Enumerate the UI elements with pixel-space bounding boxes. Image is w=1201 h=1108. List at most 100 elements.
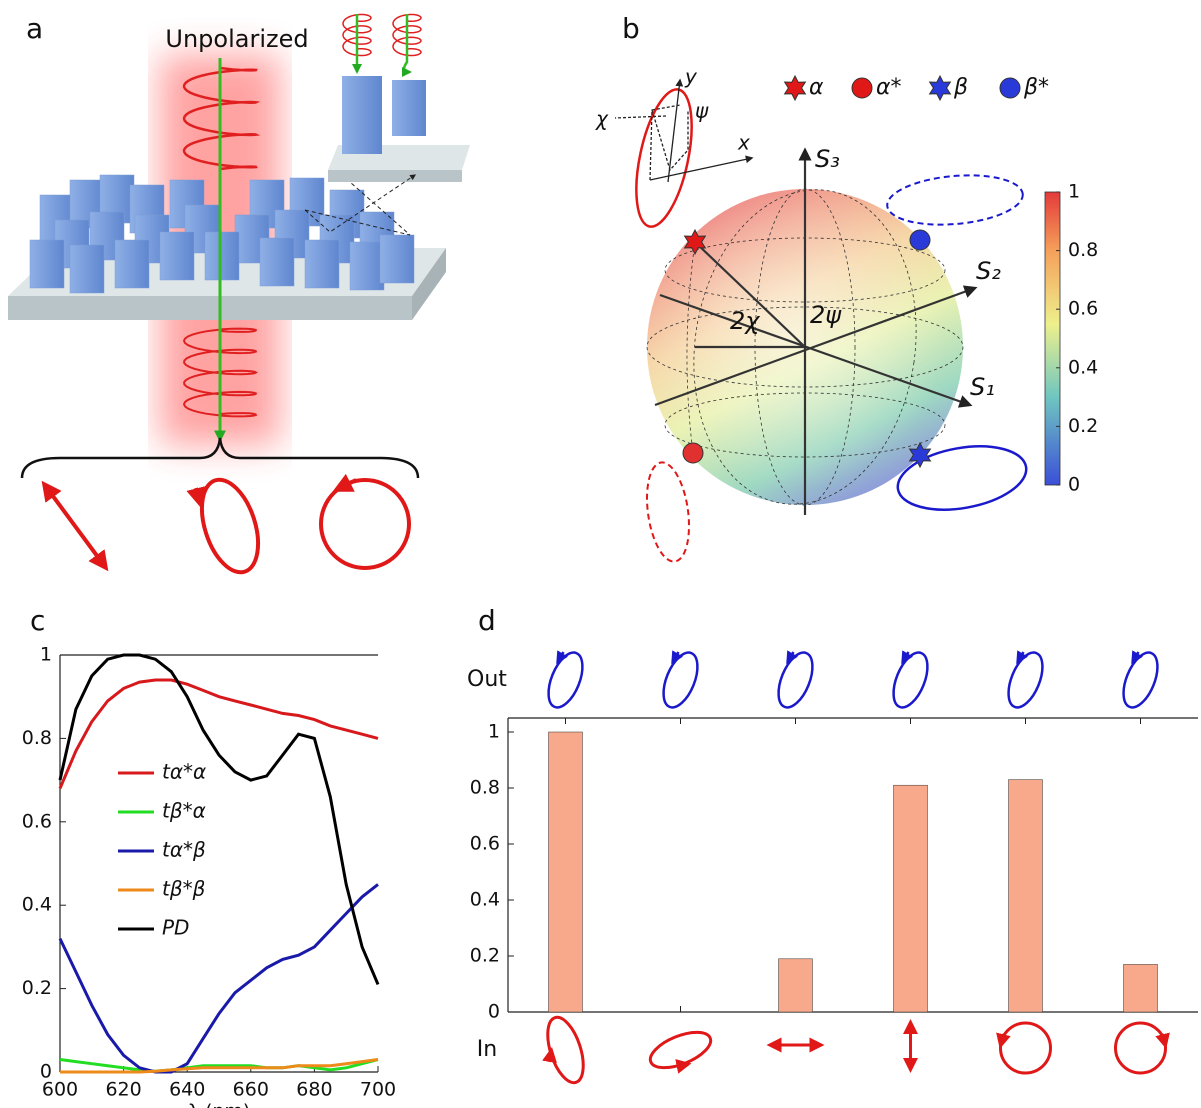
out-pol [1002,648,1050,712]
panel-label: b [622,12,640,45]
pol-arrow [336,480,356,490]
in-arrow [679,1064,689,1066]
polarization-icons [541,648,1166,1087]
x-tick-label: 680 [296,1079,332,1101]
bar [1124,964,1158,1012]
colorbar-tick-label: 1 [1068,181,1080,203]
in-pol [1116,1023,1166,1073]
colorbar-tick-label: 0.2 [1068,415,1098,437]
colorbar [1045,192,1060,485]
pol-ellipse [885,170,1025,230]
angle-label: ψ [695,99,709,123]
bar [549,732,583,1012]
panel-label: d [478,604,496,637]
bar [1009,780,1043,1012]
legend-label: tα*α [162,760,206,784]
nanoblock [260,238,294,286]
y-tick-label: 1 [40,644,52,666]
legend-label: β [953,75,968,100]
x-tick-label: 640 [169,1079,205,1101]
in-arrow [1001,1034,1004,1046]
x-tick-label: 600 [42,1079,78,1101]
pol-ellipse [641,460,695,565]
pol-arrow [196,488,200,504]
series-line [60,655,378,984]
nanoblock [160,232,194,280]
axis-label: y [684,65,698,89]
colorbar-tick-label: 0.6 [1068,298,1098,320]
y-tick-label: 0.6 [22,810,52,832]
colorbar-tick-label: 0.8 [1068,239,1098,261]
angle-label: 2ψ [810,301,842,329]
linear-pol [44,484,106,568]
substrate-edge [8,296,412,320]
axis-label: S₃ [815,145,840,173]
in-pol [1001,1023,1051,1073]
axis-label: x [737,131,750,155]
x-axis-title: λ (nm) [188,1101,251,1108]
inset-edge [328,170,462,182]
out-pol [1117,648,1165,712]
ellipse-frame [615,80,752,182]
in-pol [541,1013,591,1087]
legend-label: PD [162,916,189,940]
series-line [60,884,378,1072]
inset-block [342,76,382,154]
axis-label: S₂ [976,257,1001,285]
out-pol [887,648,935,712]
nanoblock [70,245,104,293]
inset-block [392,80,426,136]
legend-dot [852,78,872,98]
out-pol [542,648,590,712]
y-tick-label: 0.2 [470,945,500,967]
angle-label: 2χ [730,307,760,335]
y-tick-label: 0.2 [22,977,52,999]
state-dot [683,443,703,463]
nanoblock [30,240,64,288]
y-tick-label: 0 [488,1001,500,1023]
state-star [785,76,806,100]
in-arrow [1163,1034,1166,1046]
legend-label: tβ*β [162,877,206,901]
bar [894,785,928,1012]
nanoblock [115,240,149,288]
legend-label: α [809,75,824,100]
panel-label: c [30,604,45,637]
row-label: In [477,1037,497,1062]
legend-dot [1000,78,1020,98]
state-star [930,76,951,100]
y-tick-label: 0.4 [470,889,500,911]
y-tick-label: 0.8 [470,777,500,799]
colorbar-tick-label: 0 [1068,474,1080,496]
bar [779,959,813,1012]
circular-pol [321,480,409,568]
elliptical-pol [191,473,268,580]
nanoblock [380,235,414,283]
x-tick-label: 700 [360,1079,396,1101]
legend-label: tα*β [162,838,206,862]
state-dot [910,230,930,250]
in-arrow [550,1050,552,1062]
nanoblock [350,242,384,290]
y-tick-label: 1 [488,721,500,743]
angle-label: χ [595,107,609,131]
legend-label: β* [1023,75,1049,100]
nanoblock [305,240,339,288]
y-tick-label: 0.4 [22,894,52,916]
panel-label: a [26,12,43,45]
series-line [60,680,378,788]
x-tick-label: 660 [233,1079,269,1101]
out-pol [772,648,820,712]
legend-label: tβ*α [162,799,206,823]
out-pol [657,648,705,712]
colorbar-tick-label: 0.4 [1068,356,1098,378]
axis-label: S₁ [970,373,995,401]
bracket [22,438,418,478]
in-pol [646,1025,716,1075]
nanoblock [205,232,239,280]
x-tick-label: 620 [105,1079,141,1101]
row-label: Out [467,667,507,692]
y-tick-label: 0.6 [470,833,500,855]
pol-ellipse [626,85,702,232]
y-tick-label: 0.8 [22,727,52,749]
